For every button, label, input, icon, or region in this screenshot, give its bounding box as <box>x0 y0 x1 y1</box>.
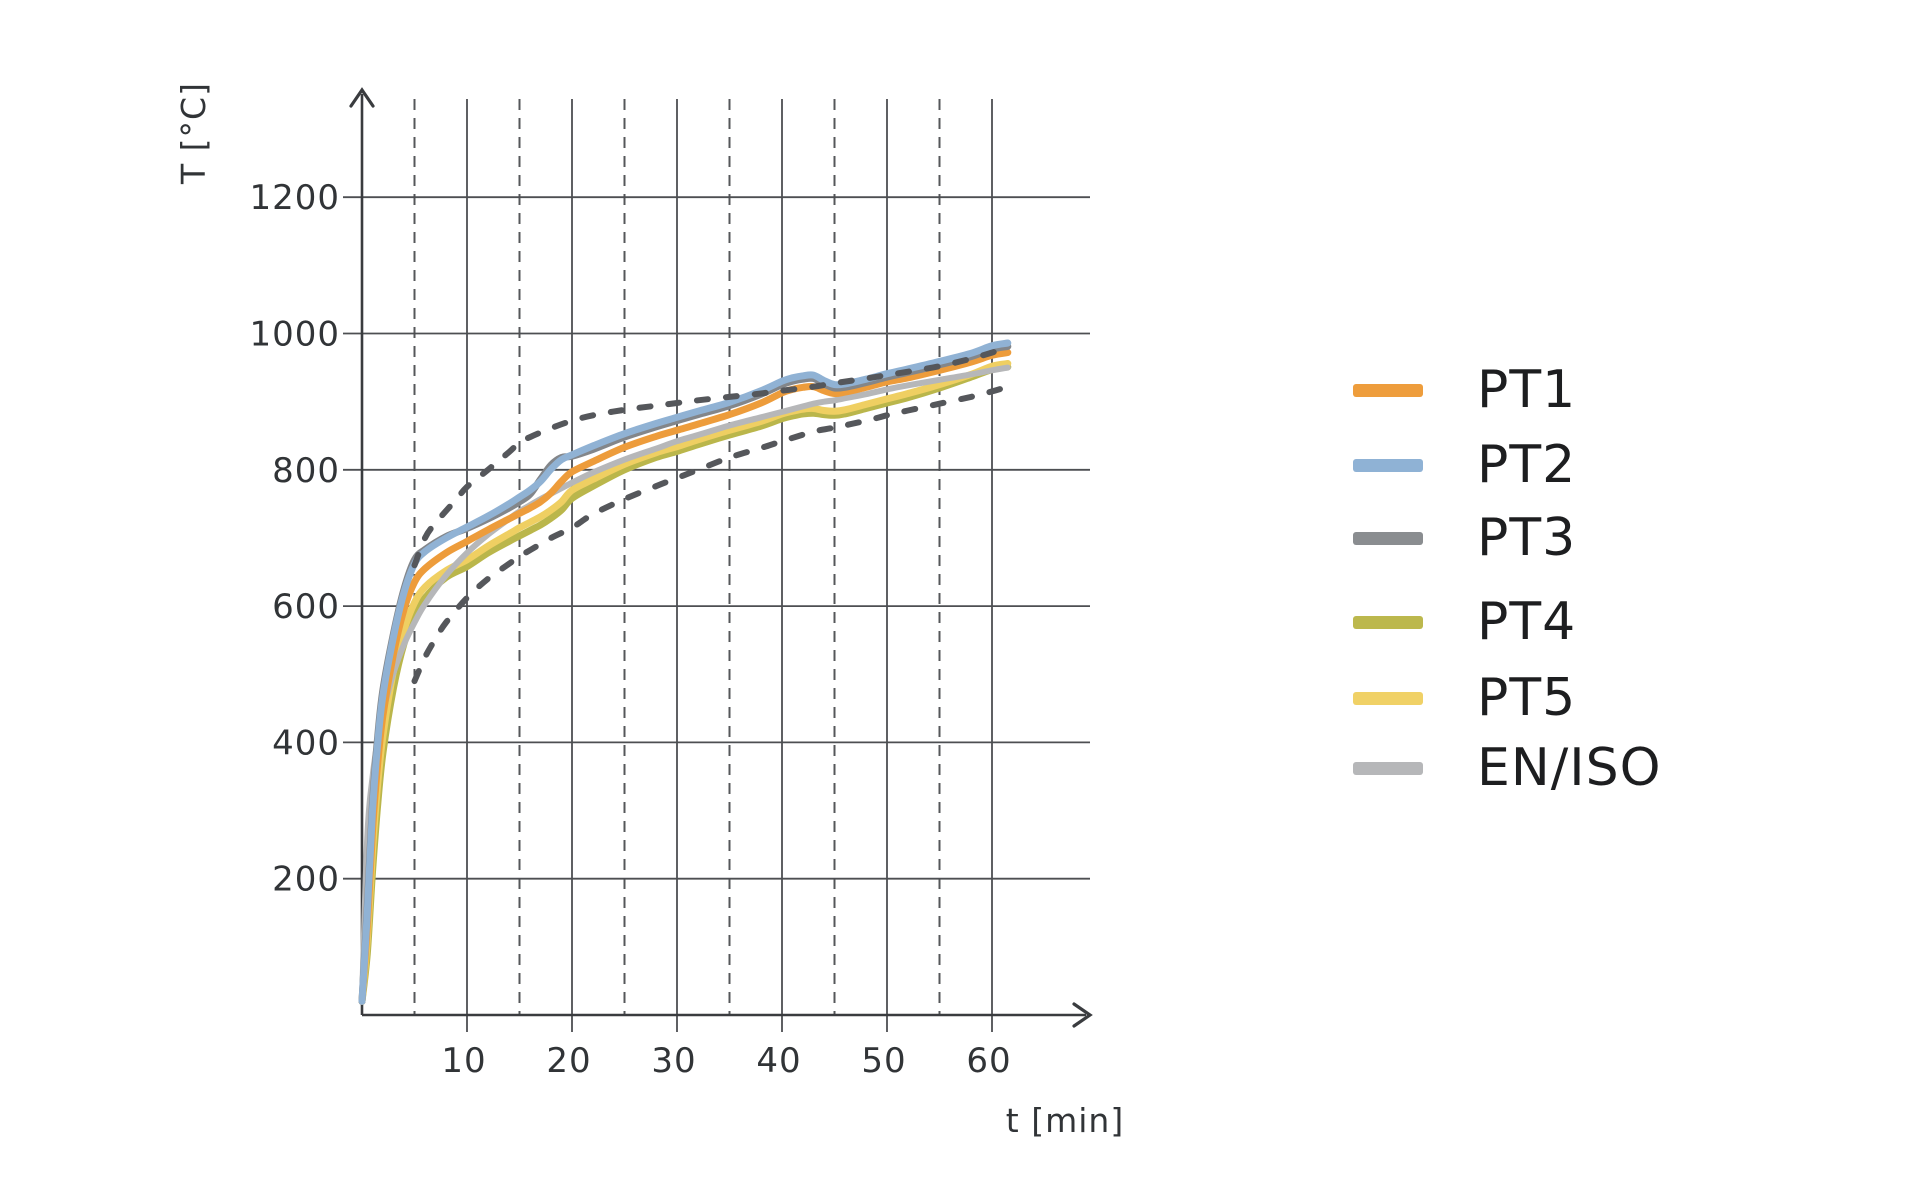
y-tick-label-200: 200 <box>272 860 340 900</box>
x-tick-label-20: 20 <box>546 1041 591 1081</box>
y-tick-label-800: 800 <box>272 451 340 491</box>
curve-pt4 <box>358 363 1012 1005</box>
axes-layer <box>349 87 1093 1028</box>
lower-tolerance-curve <box>411 383 1011 685</box>
x-axis-label: t [min] <box>1006 1101 1124 1140</box>
upper-tolerance-curve <box>411 344 1011 569</box>
curve-pt5 <box>358 360 1012 1005</box>
y-tick-label-400: 400 <box>272 723 340 763</box>
x-axis-arrow-icon <box>1072 1002 1093 1028</box>
curve-pt1 <box>358 349 1012 1005</box>
curve-en-iso <box>359 364 1011 1005</box>
x-tick-label-10: 10 <box>441 1041 486 1081</box>
y-axis-arrow-icon <box>349 87 375 108</box>
x-tick-label-40: 40 <box>756 1041 801 1081</box>
y-tick-label-600: 600 <box>272 587 340 627</box>
x-tick-label-60: 60 <box>966 1041 1011 1081</box>
y-axis-label: T [°C] <box>174 82 213 185</box>
tick-labels-layer: 200 400 600 800 1000 1200 10 20 30 40 50 60 <box>249 178 1011 1081</box>
x-tick-label-50: 50 <box>861 1041 906 1081</box>
y-tick-label-1200: 1200 <box>249 178 340 218</box>
x-tick-label-30: 30 <box>651 1041 696 1081</box>
curves-layer <box>358 339 1012 1005</box>
y-tick-label-1000: 1000 <box>249 315 340 355</box>
grid-layer <box>343 99 1090 1032</box>
